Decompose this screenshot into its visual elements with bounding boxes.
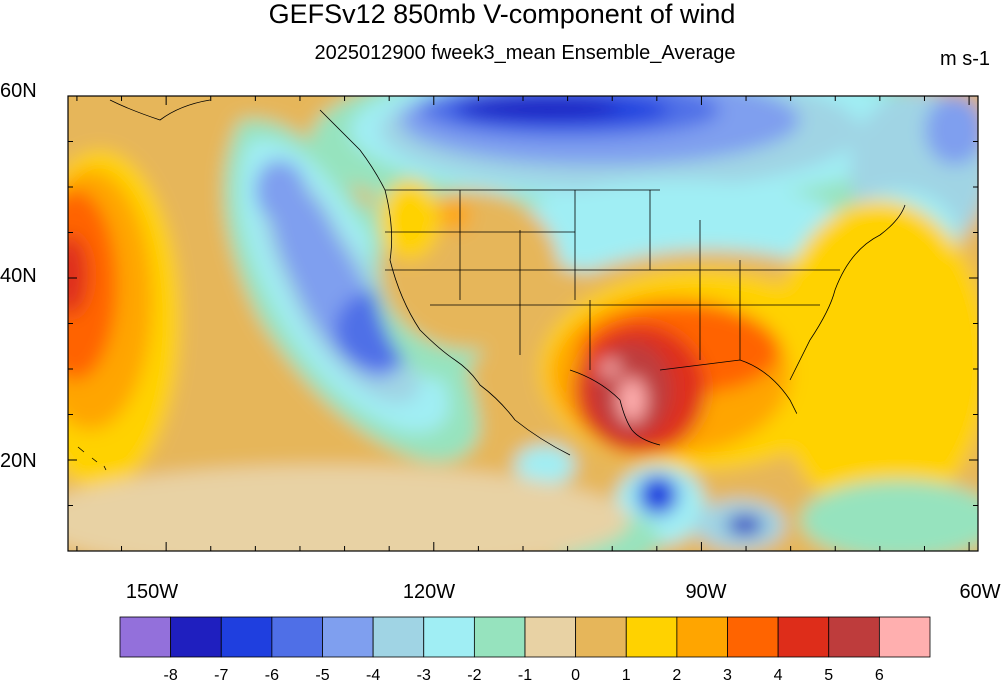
axis-ticks bbox=[68, 95, 978, 552]
colorbar-tick-label: -2 bbox=[467, 667, 482, 684]
colorbar-tick-label: 2 bbox=[672, 667, 682, 684]
colorbar-tick-label: 3 bbox=[723, 667, 732, 684]
lat-label-60n: 60N bbox=[0, 80, 37, 102]
colorbar-tick-label: -6 bbox=[264, 667, 279, 684]
colorbar-tick-label: 1 bbox=[621, 667, 631, 684]
colorbar-tick-label: -1 bbox=[517, 667, 533, 684]
colorbar-tick-label: 6 bbox=[874, 667, 884, 684]
lat-label-20n: 20N bbox=[0, 450, 37, 472]
lon-label-60w: 60W bbox=[959, 581, 1001, 603]
map-subtitle: 2025012900 fweek3_mean Ensemble_Average bbox=[314, 42, 736, 64]
colorbar-tick-label: -3 bbox=[416, 667, 431, 684]
coastline-segment bbox=[454, 359, 571, 456]
lon-label-120w: 120W bbox=[402, 581, 456, 603]
coastline-segment bbox=[384, 189, 456, 361]
colorbar-tick-label: -5 bbox=[315, 667, 330, 684]
coastline-segment bbox=[789, 204, 906, 381]
units-label: m s-1 bbox=[940, 48, 990, 70]
colorbar-tick-label: 0 bbox=[571, 667, 581, 684]
lon-label-90w: 90W bbox=[685, 581, 727, 603]
wind-field bbox=[68, 96, 978, 551]
colorbar-tick-label: 5 bbox=[824, 667, 834, 684]
coastline-segment bbox=[659, 359, 798, 414]
colorbar-tick-label: -8 bbox=[163, 667, 178, 684]
colorbar-tick-label: -7 bbox=[214, 667, 229, 684]
coastline-segment bbox=[319, 109, 386, 191]
colorbar-tick-label: -4 bbox=[366, 667, 381, 684]
coastline-segment bbox=[569, 369, 661, 446]
lon-label-150w: 150W bbox=[125, 581, 179, 603]
coastline-segment bbox=[77, 446, 107, 471]
coastlines bbox=[77, 99, 906, 471]
map-title: GEFSv12 850mb V-component of wind bbox=[268, 0, 736, 29]
colorbar-tick-label: 4 bbox=[773, 667, 783, 684]
coastline-segment bbox=[109, 99, 211, 121]
lat-label-40n: 40N bbox=[0, 265, 37, 287]
